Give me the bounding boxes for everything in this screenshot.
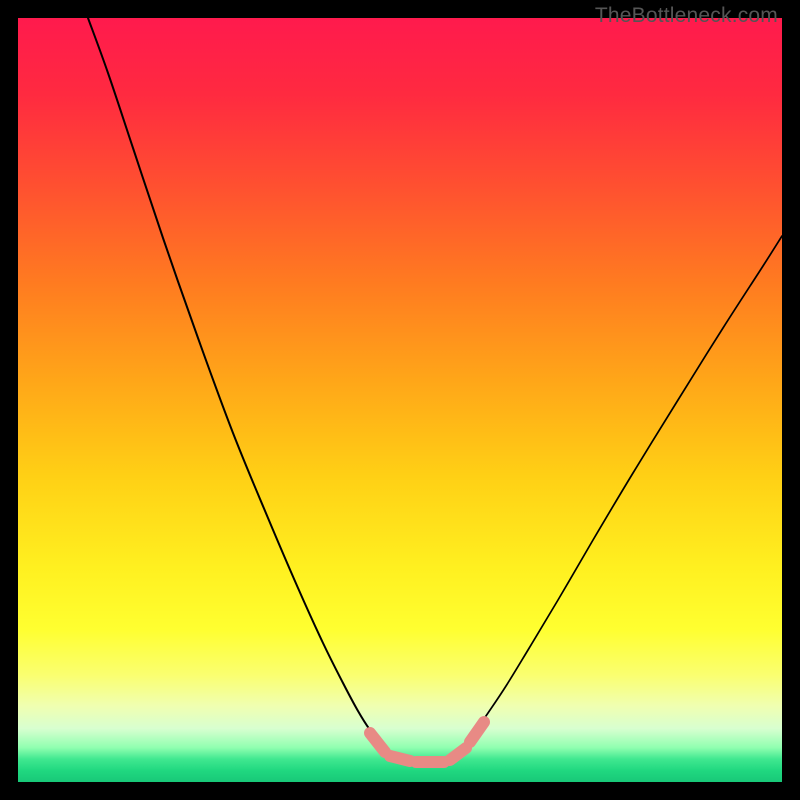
curve-right-curve: [466, 236, 782, 742]
chart-curves: [18, 18, 782, 782]
trough-marker-0: [370, 733, 385, 752]
curve-left-curve: [88, 18, 380, 742]
trough-marker-4: [470, 722, 484, 742]
trough-marker-3: [450, 748, 466, 760]
trough-marker-1: [390, 756, 410, 761]
chart-plot-area: [18, 18, 782, 782]
watermark-text: TheBottleneck.com: [595, 4, 778, 28]
